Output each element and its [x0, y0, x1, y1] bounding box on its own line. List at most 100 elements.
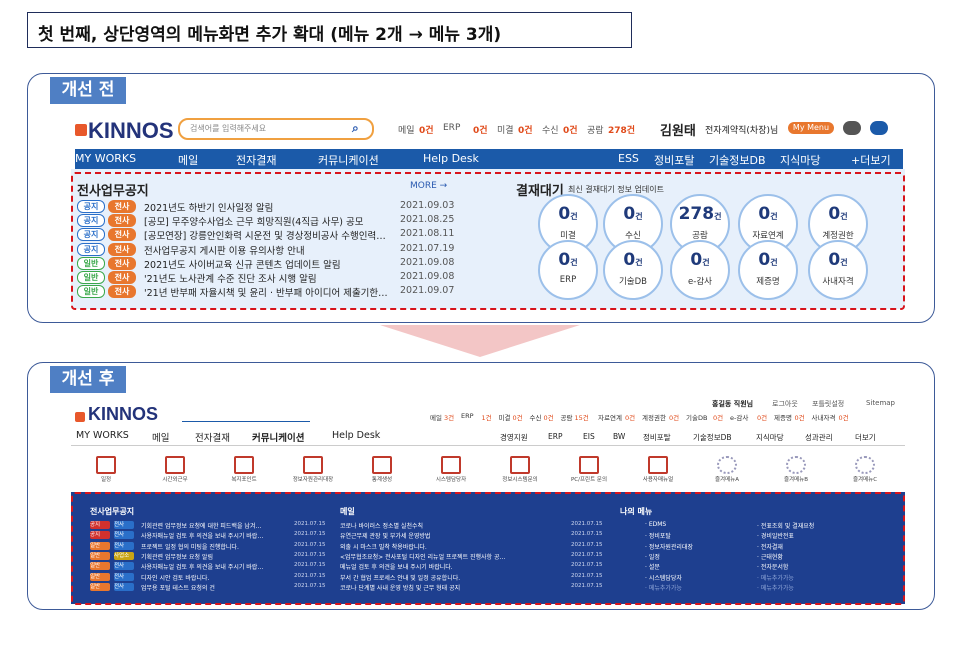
nav-item[interactable]: EIS: [583, 432, 595, 441]
approval-circle[interactable]: 0건 기술DB: [603, 240, 663, 300]
nav-item[interactable]: Help Desk: [423, 152, 479, 165]
nav-item[interactable]: MY WORKS: [76, 430, 129, 441]
status-count: 1건: [481, 414, 492, 422]
nav-item[interactable]: +더보기: [851, 154, 891, 167]
my-menu-button[interactable]: My Menu: [788, 122, 834, 134]
quick-icon[interactable]: [441, 456, 461, 474]
nav-item[interactable]: 경영지원: [500, 433, 528, 442]
mail-title-link[interactable]: 부서 간 협업 프로세스 안내 및 일정 공유합니다.: [340, 574, 461, 582]
top-link[interactable]: 포틀릿설정: [812, 400, 845, 408]
my-menu-item[interactable]: · 전자결재: [757, 543, 783, 551]
search-box[interactable]: 검색어를 입력해주세요 ⌕: [178, 118, 374, 140]
my-menu-item[interactable]: · 메뉴추가가능: [757, 584, 794, 592]
search-placeholder: 검색어를 입력해주세요: [190, 124, 267, 133]
notice-title-link[interactable]: 2021년도 하반기 인사일정 알림: [144, 203, 274, 214]
notice-title-link[interactable]: '21년도 노사관계 수준 진단 조사 시행 알림: [144, 274, 317, 285]
nav-item[interactable]: 메일: [178, 154, 199, 167]
notice-title-link[interactable]: 2021년도 사이버교육 신규 콘텐츠 업데이트 알림: [144, 259, 341, 271]
nav-item[interactable]: 더보기: [855, 433, 876, 442]
quick-icon[interactable]: [165, 456, 185, 474]
more-link[interactable]: MORE →: [410, 181, 448, 191]
notice-title-link[interactable]: 업무용 포털 테스트 요청의 건: [141, 584, 215, 592]
nav-item[interactable]: Help Desk: [332, 430, 381, 441]
nav-item[interactable]: MY WORKS: [75, 152, 137, 165]
my-menu-item[interactable]: · 일정: [645, 553, 660, 561]
notice-title-link[interactable]: 사용자매뉴얼 검토 후 의견을 보내 주시기 바랍…: [141, 564, 264, 572]
notice-title-link[interactable]: 기획관련 업무정보 요청 알림: [141, 553, 213, 561]
mail-title-link[interactable]: 코로나 단계별 사내 운영 방침 및 근무 형태 공지: [340, 584, 461, 592]
quick-icon[interactable]: [855, 456, 875, 474]
mail-date: 2021.07.15: [571, 521, 603, 527]
my-menu-item[interactable]: · 전표조회 및 결재요청: [757, 523, 815, 530]
notice-title-link[interactable]: 프로젝트 일정 협의 미팅을 진행합니다.: [141, 543, 239, 551]
nav-item[interactable]: 전자결재: [236, 154, 277, 167]
nav-item[interactable]: ERP: [548, 432, 563, 441]
top-link[interactable]: Sitemap: [866, 399, 895, 407]
top-link[interactable]: 로그아웃: [772, 400, 798, 408]
my-menu-item[interactable]: · 경비일반전표: [757, 533, 794, 541]
badge: 전사: [108, 242, 136, 256]
my-menu-item[interactable]: · 시스템담당자: [645, 574, 682, 582]
quick-icon[interactable]: [786, 456, 806, 474]
nav-item[interactable]: 성과관리: [805, 433, 833, 442]
my-menu-item[interactable]: · 정비포탈: [645, 533, 671, 541]
my-menu-item[interactable]: · 설문: [645, 564, 660, 572]
unit: 건: [770, 258, 778, 267]
quick-icon[interactable]: [717, 456, 737, 474]
approval-count: 0건: [810, 204, 866, 224]
quick-icon[interactable]: [303, 456, 323, 474]
approval-circle[interactable]: 0건 ERP: [538, 240, 598, 300]
notice-title-link[interactable]: 기회관련 업무정보 요청에 대한 피드백을 남겨…: [141, 523, 262, 530]
nav-item[interactable]: 지식마당: [780, 154, 821, 167]
quick-icon[interactable]: [510, 456, 530, 474]
nav-item[interactable]: 전자결재: [195, 433, 230, 444]
notice-date: 2021.07.15: [294, 572, 326, 579]
notice-title-link[interactable]: [공모연장] 강릉안인화력 시운전 및 경상정비공사 수행인력…: [144, 231, 386, 243]
quick-icon[interactable]: [234, 456, 254, 474]
nav-item[interactable]: 기술정보DB: [709, 154, 766, 167]
my-menu-item[interactable]: · 메뉴추가가능: [757, 574, 794, 582]
approval-circle[interactable]: 0건 계정권한: [808, 194, 868, 254]
status-label: 메일: [430, 414, 442, 422]
top-link[interactable]: 홍길동 직원님: [712, 400, 754, 408]
notice-date: 2021.08.25: [400, 214, 455, 226]
badge: 전사: [108, 256, 136, 270]
notice-title-link[interactable]: [공모] 무주양수사업소 근무 희망직원(4직급 사무) 공모: [144, 217, 364, 229]
nav-item[interactable]: ESS: [618, 152, 639, 165]
my-menu-item[interactable]: · 정보자원관리대장: [645, 543, 693, 551]
badge: 전사: [108, 200, 136, 213]
panel-title: 나의 메뉴: [620, 507, 653, 516]
my-menu-item[interactable]: · EDMS: [645, 521, 667, 528]
approval-circle[interactable]: 0건 제증명: [738, 240, 798, 300]
my-menu-item[interactable]: · 근태현황: [757, 553, 783, 561]
notice-title-link[interactable]: 사용자매뉴얼 검토 후 의견을 보내 주시기 바랍…: [141, 533, 264, 541]
nav-item[interactable]: 커뮤니케이션: [318, 154, 379, 167]
nav-item[interactable]: 메일: [152, 433, 170, 444]
quick-icon[interactable]: [579, 456, 599, 474]
status-label: 수신: [529, 414, 542, 422]
approval-circle[interactable]: 0건 사내자격: [808, 240, 868, 300]
nav-item[interactable]: BW: [613, 432, 626, 441]
mail-title-link[interactable]: 코로나 바이러스 정소별 실천수칙: [340, 523, 424, 530]
notice-title-link[interactable]: '21년 반부패 자율시책 및 윤리 · 반부패 아이디어 제출기한…: [144, 288, 388, 300]
quick-icon[interactable]: [96, 456, 116, 474]
notice-title-link[interactable]: 디자인 시안 검토 바랍니다.: [141, 574, 210, 582]
my-menu-item[interactable]: · 전자문서함: [757, 564, 789, 572]
mail-title-link[interactable]: 유연근무제 관장 및 부가세 운영방법: [340, 533, 431, 541]
mail-title-link[interactable]: 외출 시 마스크 밀착 착용바랍니다.: [340, 543, 427, 551]
my-menu-item[interactable]: · 메뉴추가가능: [645, 584, 682, 592]
nav-item[interactable]: 정비포탈: [654, 154, 695, 167]
approval-circle[interactable]: 0건 e-감사: [670, 240, 730, 300]
nav-item[interactable]: 커뮤니케이션: [252, 433, 305, 444]
badge: 사업소: [114, 551, 134, 560]
nav-item[interactable]: 정비포탈: [643, 433, 671, 442]
quick-icon[interactable]: [372, 456, 392, 474]
nav-item[interactable]: 지식마당: [756, 433, 784, 442]
nav-item[interactable]: 기술정보DB: [693, 433, 732, 442]
mail-title-link[interactable]: 메뉴얼 검토 후 의견을 보내 주시기 바랍니다.: [340, 564, 453, 572]
quick-icon[interactable]: [648, 456, 668, 474]
quick-label: 일정: [100, 477, 112, 483]
mail-title-link[interactable]: <업무협조요청> 전사포털 디자인 리뉴얼 프로젝트 진행사항 공…: [340, 553, 506, 561]
panel-title: 메일: [340, 507, 355, 516]
notice-title-link[interactable]: 전사업무공지 게시판 이용 유의사항 안내: [144, 245, 305, 257]
